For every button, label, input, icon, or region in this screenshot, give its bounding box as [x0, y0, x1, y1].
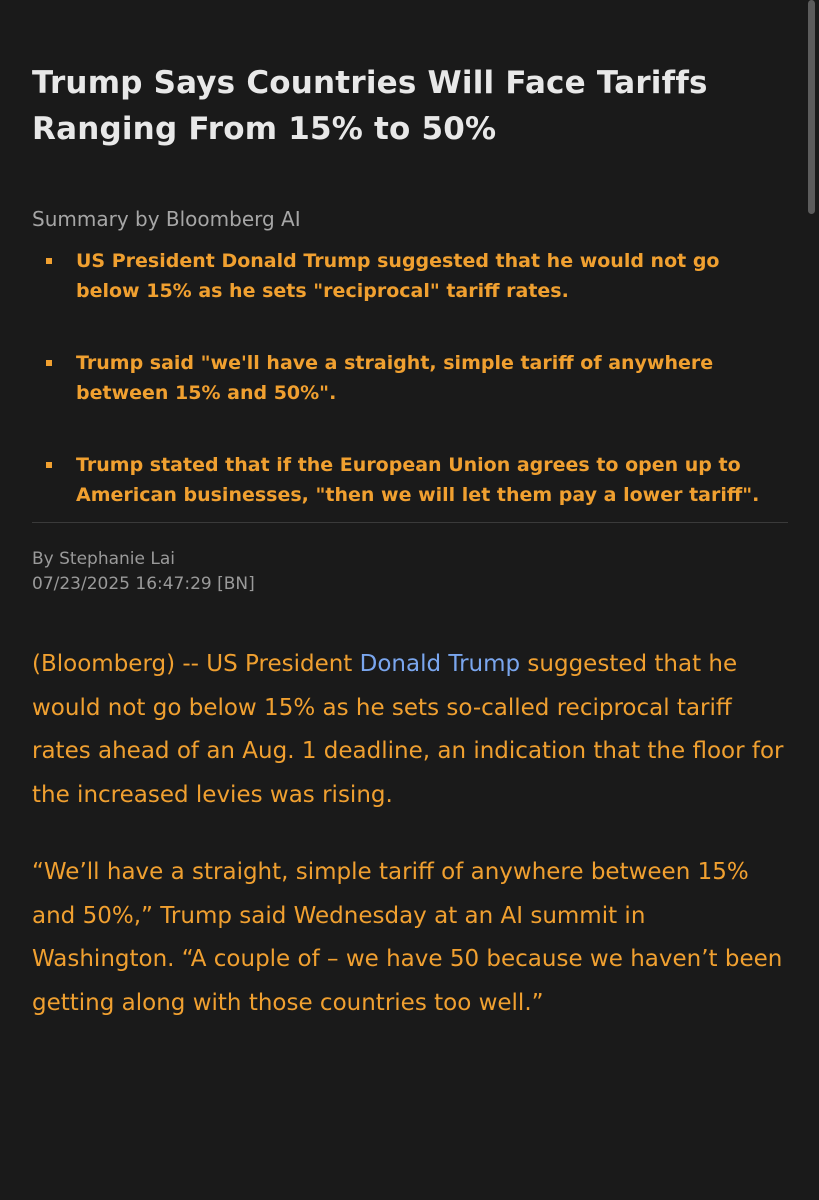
- summary-item: Trump said "we'll have a straight, simpl…: [32, 348, 788, 408]
- body-paragraph: (Bloomberg) -- US President Donald Trump…: [32, 643, 788, 817]
- byline: By Stephanie Lai: [32, 549, 175, 569]
- summary-list: US President Donald Trump suggested that…: [32, 246, 788, 510]
- scrollbar[interactable]: [808, 0, 815, 214]
- bullet-square-icon: [46, 258, 52, 264]
- summary-item-text: Trump stated that if the European Union …: [76, 454, 760, 506]
- timestamp: 07/23/2025 16:47:29 [BN]: [32, 574, 255, 594]
- body-text: suggested that he would not go below 15%…: [32, 651, 784, 808]
- body-text: (Bloomberg) -- US President: [32, 651, 360, 677]
- donald-trump-link[interactable]: Donald Trump: [359, 651, 521, 677]
- body-paragraph: “We’ll have a straight, simple tariff of…: [32, 859, 783, 1016]
- bullet-square-icon: [46, 360, 52, 366]
- divider: [32, 522, 788, 523]
- headline: Trump Says Countries Will Face Tariffs R…: [32, 65, 708, 147]
- summary-label: Summary by Bloomberg AI: [32, 207, 301, 231]
- bullet-square-icon: [46, 462, 52, 468]
- summary-item: US President Donald Trump suggested that…: [32, 246, 788, 306]
- summary-item-text: Trump said "we'll have a straight, simpl…: [76, 352, 714, 404]
- summary-item: Trump stated that if the European Union …: [32, 450, 788, 510]
- article: Trump Says Countries Will Face Tariffs R…: [32, 60, 788, 1025]
- summary-item-text: US President Donald Trump suggested that…: [76, 250, 720, 302]
